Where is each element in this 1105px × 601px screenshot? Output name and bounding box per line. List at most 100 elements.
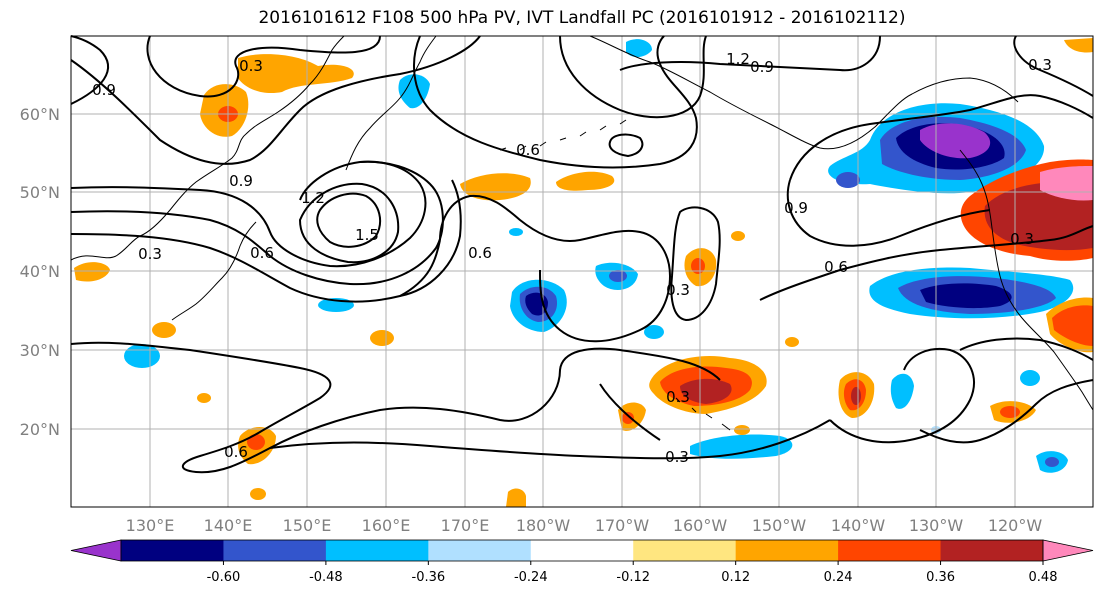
contour-label: 1.2 <box>301 189 325 207</box>
colorbar-swatch <box>121 540 224 561</box>
pv-contour <box>608 133 644 158</box>
latitude-label: 30°N <box>20 341 60 360</box>
colorbar-tick-label: 0.48 <box>1029 570 1058 585</box>
positive-anomaly-region <box>506 488 526 507</box>
pv-contour <box>70 160 444 286</box>
negative-anomaly-region <box>1045 457 1059 467</box>
negative-anomaly-region <box>1020 370 1040 386</box>
latitude-label: 50°N <box>20 183 60 202</box>
north-america-coastline <box>959 149 1094 411</box>
positive-anomaly-region <box>247 434 265 450</box>
positive-anomaly-region <box>370 330 394 346</box>
pv-contour <box>70 179 462 303</box>
hawaii-islands <box>675 397 731 431</box>
colorbar-outline <box>120 539 1044 562</box>
negative-anomaly-region <box>890 373 914 409</box>
negative-anomaly-region <box>124 344 160 368</box>
positive-anomaly-region <box>680 378 732 404</box>
asia-coastline <box>70 35 345 261</box>
longitude-label: 130°E <box>126 516 175 535</box>
pv-contour <box>599 383 661 441</box>
longitude-label: 130°W <box>909 516 964 535</box>
pv-contours <box>70 35 1094 474</box>
positive-anomaly-region <box>1000 406 1020 418</box>
positive-anomaly-region <box>152 322 176 338</box>
pv-contour <box>70 35 110 105</box>
longitude-label: 140°W <box>831 516 886 535</box>
map-frame <box>70 35 1094 508</box>
contour-label: 0.9 <box>784 199 808 217</box>
colorbar-swatch <box>633 540 737 561</box>
pv-contour <box>1013 35 1094 97</box>
negative-anomaly-region <box>734 425 750 435</box>
longitude-label: 150°E <box>283 516 332 535</box>
contour-label: 0.3 <box>666 281 690 299</box>
negative-anomaly-region <box>836 172 860 188</box>
contour-label: 1.5 <box>355 226 379 244</box>
negative-anomaly-region <box>626 39 652 58</box>
longitude-label: 180°W <box>516 516 571 535</box>
contour-label: 0.3 <box>666 388 690 406</box>
kamchatka-coastline <box>345 35 437 171</box>
latitude-label: 20°N <box>20 420 60 439</box>
positive-anomaly-region <box>984 182 1093 251</box>
pv-contour <box>759 225 1094 301</box>
pv-contour <box>786 179 991 247</box>
contour-label: 0.9 <box>750 58 774 76</box>
contour-label: 0.6 <box>468 244 492 262</box>
pv-contour <box>559 35 707 119</box>
colorbar-tick-label: 0.12 <box>721 570 750 585</box>
contour-label: 1.2 <box>726 50 750 68</box>
positive-anomaly-region <box>785 337 799 347</box>
colorbar-tick-label: -0.24 <box>514 570 548 585</box>
japan-coastline <box>171 221 257 321</box>
negative-anomaly-region <box>920 123 991 159</box>
colorbar-swatch <box>223 540 327 561</box>
contour-label: 0.9 <box>229 172 253 190</box>
chart-title: 2016101612 F108 500 hPa PV, IVT Landfall… <box>258 8 906 28</box>
pv-contour <box>829 348 975 444</box>
longitude-label: 160°W <box>673 516 728 535</box>
colorbar-swatch <box>735 540 839 561</box>
latitude-labels: 60°N 50°N 40°N 30°N 20°N <box>20 105 60 439</box>
positive-anomaly-region <box>622 412 634 424</box>
negative-anomaly-region <box>690 434 793 459</box>
lat-lon-grid <box>71 36 1093 507</box>
positive-anomaly-region <box>1064 38 1093 53</box>
pv-contour <box>70 35 481 165</box>
positive-anomaly-region <box>197 393 211 403</box>
alaska-coastline <box>589 35 1019 150</box>
latitude-label: 40°N <box>20 262 60 281</box>
positive-anomaly-region <box>691 258 705 274</box>
colorbar-swatch <box>940 540 1044 561</box>
negative-anomaly-region <box>920 283 1012 309</box>
negative-anomaly-region <box>609 270 627 282</box>
positive-anomaly-region <box>1052 305 1093 346</box>
contour-label: 0.6 <box>824 258 848 276</box>
pv-contour <box>789 94 1094 181</box>
pv-contour <box>413 35 698 169</box>
contour-label: 0.6 <box>224 443 248 461</box>
contour-label: 0.3 <box>1028 56 1052 74</box>
pv-contour <box>670 206 721 322</box>
positive-anomaly-region <box>556 171 615 191</box>
colorbar-tick-label: -0.48 <box>309 570 343 585</box>
colorbar-tick-label: -0.36 <box>412 570 446 585</box>
colorbar-swatch <box>530 540 634 561</box>
contour-label: 0.6 <box>250 244 274 262</box>
longitude-label: 150°W <box>752 516 807 535</box>
colorbar: -0.60 -0.48 -0.36 -0.24 -0.12 0.12 0.24 0.36 0.4… <box>70 539 1094 585</box>
positive-anomaly-region <box>460 173 531 201</box>
coastlines <box>70 35 1094 431</box>
colorbar-swatch <box>325 540 429 561</box>
contour-label: 0.3 <box>1010 230 1034 248</box>
contour-label: 0.3 <box>239 57 263 75</box>
contour-label: 0.3 <box>665 448 689 466</box>
positive-anomaly-region <box>731 231 745 241</box>
contour-label: 0.6 <box>516 141 540 159</box>
contour-label: 0.3 <box>138 245 162 263</box>
longitude-label: 120°W <box>988 516 1043 535</box>
pv-contour <box>399 239 441 297</box>
pv-contour <box>439 194 672 343</box>
